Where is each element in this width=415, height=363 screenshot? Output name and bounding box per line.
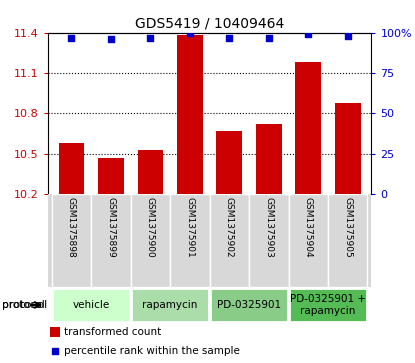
Bar: [98, 158, 124, 194]
Point: [226, 34, 233, 40]
Point: [68, 34, 75, 40]
Bar: [256, 124, 282, 194]
Bar: [170, 194, 210, 287]
Text: vehicle: vehicle: [73, 300, 110, 310]
Bar: [131, 194, 170, 287]
Text: GSM1375901: GSM1375901: [186, 197, 194, 258]
Text: PD-0325901: PD-0325901: [217, 300, 281, 310]
Point: [266, 34, 272, 40]
Text: GSM1375905: GSM1375905: [343, 197, 352, 258]
Point: [186, 30, 193, 36]
Text: GSM1375902: GSM1375902: [225, 197, 234, 258]
Bar: [91, 194, 131, 287]
Bar: [132, 288, 209, 322]
Point: [51, 348, 58, 354]
Point: [147, 34, 154, 40]
Text: protocol: protocol: [2, 300, 45, 310]
Text: PD-0325901 +
rapamycin: PD-0325901 + rapamycin: [290, 294, 366, 316]
Bar: [328, 194, 367, 287]
Point: [305, 31, 312, 37]
Bar: [59, 143, 84, 194]
Title: GDS5419 / 10409464: GDS5419 / 10409464: [135, 16, 284, 30]
Bar: [50, 327, 60, 337]
Bar: [52, 288, 130, 322]
Text: transformed count: transformed count: [64, 327, 161, 337]
Text: GSM1375898: GSM1375898: [67, 197, 76, 258]
Text: percentile rank within the sample: percentile rank within the sample: [64, 346, 240, 356]
Bar: [295, 62, 321, 194]
Text: GSM1375903: GSM1375903: [264, 197, 273, 258]
Bar: [288, 194, 328, 287]
Bar: [289, 288, 367, 322]
Text: rapamycin: rapamycin: [142, 300, 198, 310]
Bar: [210, 288, 288, 322]
Bar: [177, 35, 203, 194]
Text: GSM1375904: GSM1375904: [304, 197, 313, 258]
Bar: [249, 194, 288, 287]
Bar: [210, 194, 249, 287]
Bar: [137, 150, 163, 194]
Text: protocol: protocol: [2, 300, 47, 310]
Text: GSM1375900: GSM1375900: [146, 197, 155, 258]
Text: GSM1375899: GSM1375899: [106, 197, 115, 258]
Point: [107, 36, 114, 42]
Point: [344, 33, 351, 39]
Bar: [52, 194, 91, 287]
Bar: [217, 131, 242, 194]
Bar: [335, 103, 361, 194]
